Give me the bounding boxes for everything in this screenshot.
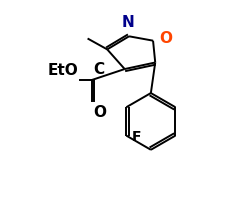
- Text: O: O: [159, 31, 172, 46]
- Text: F: F: [132, 130, 141, 144]
- Text: O: O: [93, 105, 106, 120]
- Text: EtO: EtO: [48, 63, 79, 78]
- Text: C: C: [93, 62, 104, 77]
- Text: N: N: [122, 15, 134, 30]
